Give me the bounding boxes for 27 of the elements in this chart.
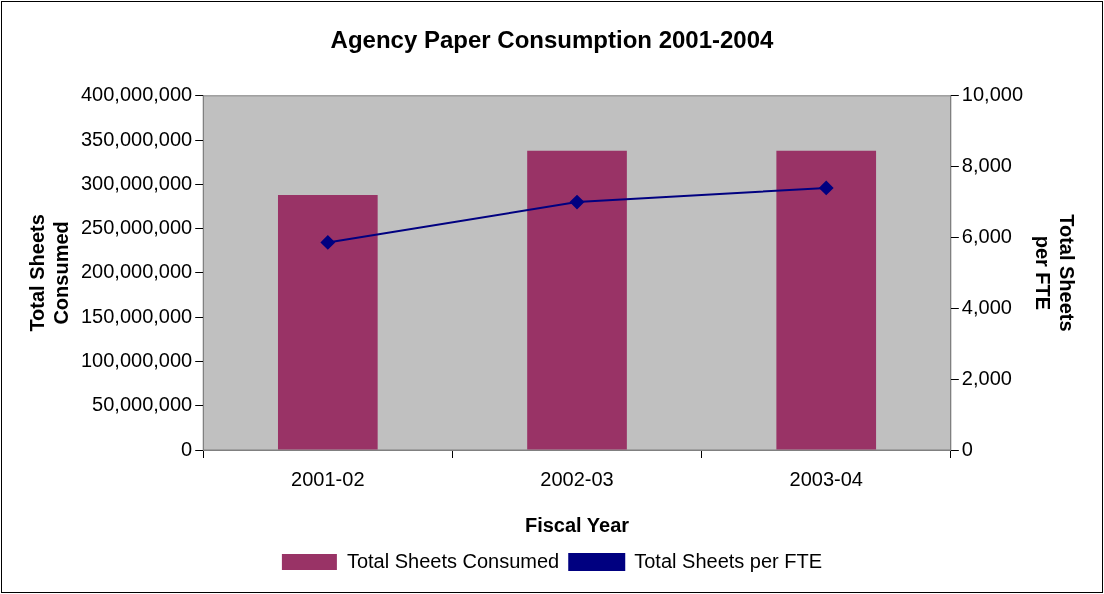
point: [570, 195, 585, 210]
chart-title: Agency Paper Consumption 2001-2004: [330, 26, 775, 54]
x-tick-label: 2001-02: [291, 467, 365, 490]
point: [320, 235, 335, 250]
y-tick-label: 50,000,000: [92, 393, 193, 416]
x-tick-label: 2003-04: [789, 467, 863, 490]
legend-label: Total Sheets per FTE: [634, 549, 823, 572]
y-tick-label: 350,000,000: [80, 127, 193, 150]
x-axis-title: Fiscal Year: [524, 513, 630, 536]
point: [819, 180, 834, 195]
y-tick-label: 200,000,000: [80, 260, 193, 283]
y2-tick-label: 10,000: [961, 83, 1023, 106]
y-tick-label: 300,000,000: [80, 171, 193, 194]
y-tick-label: 150,000,000: [80, 304, 193, 327]
legend-label: Total Sheets Consumed: [346, 549, 560, 572]
y-tick-label: 400,000,000: [80, 83, 193, 106]
y-axis-title: Total Sheets Consumed: [25, 214, 72, 332]
y-tick-label: 100,000,000: [80, 348, 193, 371]
y-tick-label: 250,000,000: [80, 216, 193, 239]
y-tick-label: 0: [181, 437, 193, 460]
x-tick-label: 2002-03: [540, 467, 614, 490]
y2-tick-label: 2,000: [961, 366, 1012, 389]
y2-tick-label: 8,000: [961, 154, 1012, 177]
y2-tick-label: 0: [961, 437, 973, 460]
y2-tick-label: 4,000: [961, 295, 1012, 318]
y2-tick-label: 6,000: [961, 225, 1012, 247]
y2-axis-title: Total Sheets per FTE: [1032, 214, 1079, 332]
